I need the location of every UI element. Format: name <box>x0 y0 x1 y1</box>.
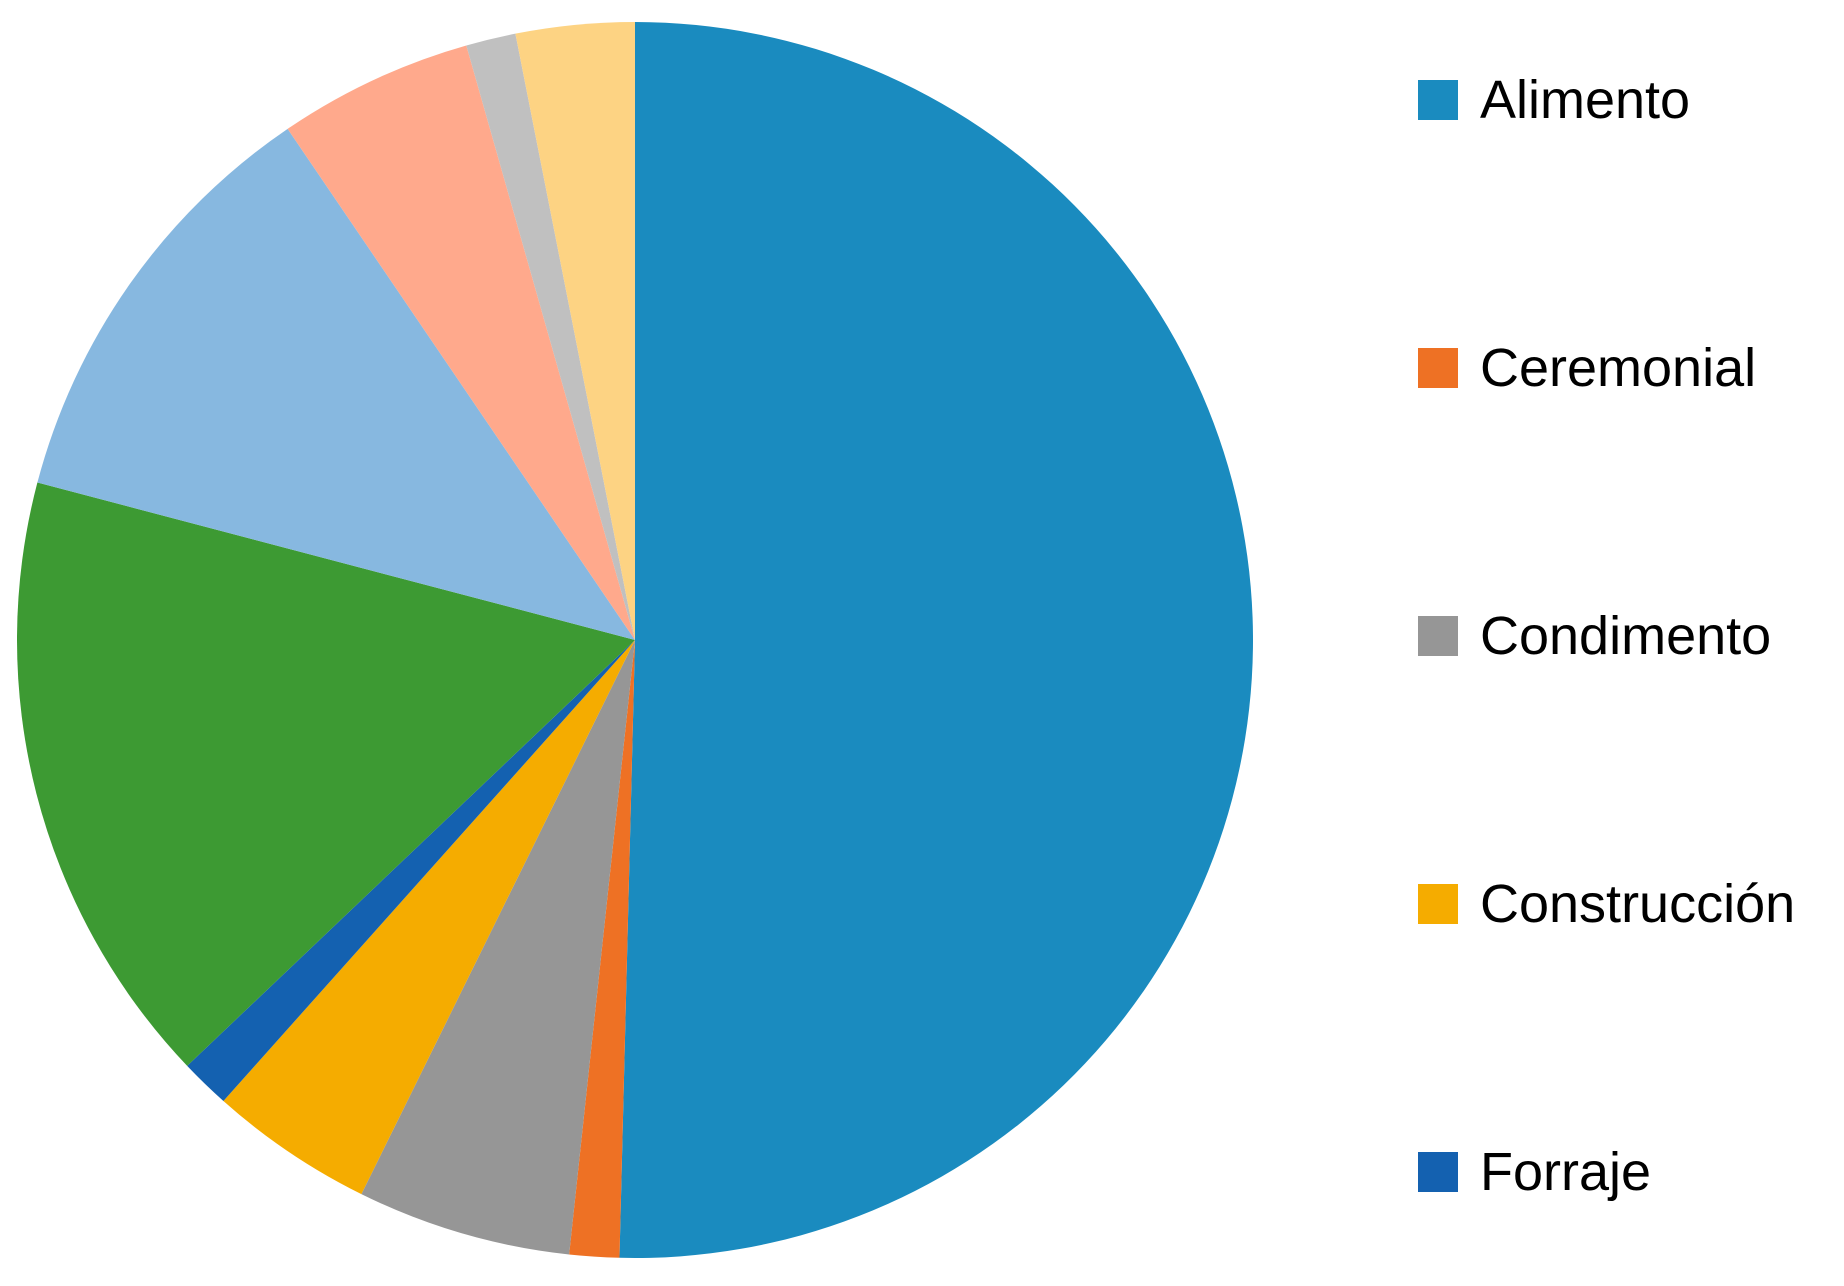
pie-slice-unlabeled-5 <box>16 482 635 1066</box>
legend-item: Forraje <box>1418 1142 1651 1202</box>
legend-item: Alimento <box>1418 70 1690 130</box>
legend-label: Alimento <box>1480 70 1691 130</box>
pie-slice-condimento <box>361 640 635 1255</box>
pie-slices <box>16 22 1254 1259</box>
legend-item: Condimento <box>1418 606 1771 666</box>
pie-slice-unlabeled-6 <box>37 128 636 641</box>
pie-slice-ceremonial <box>569 640 635 1258</box>
legend-label: Construcción <box>1480 874 1796 934</box>
legend-swatch <box>1418 1152 1458 1192</box>
pie-slice-alimento <box>619 22 1254 1259</box>
legend-label: Ceremonial <box>1480 338 1757 398</box>
pie-slice-construccion <box>223 640 635 1195</box>
legend-swatch <box>1418 884 1458 924</box>
legend-item: Construcción <box>1418 874 1795 934</box>
legend-swatch <box>1418 348 1458 388</box>
legend-swatch <box>1418 616 1458 656</box>
legend-label: Forraje <box>1480 1142 1652 1202</box>
pie-slice-unlabeled-9 <box>515 22 635 640</box>
pie-slice-unlabeled-8 <box>466 33 635 641</box>
legend-item: Ceremonial <box>1418 338 1756 398</box>
legend-label: Condimento <box>1480 606 1772 666</box>
pie-slice-unlabeled-7 <box>287 45 635 640</box>
pie-slice-forraje <box>187 640 635 1101</box>
legend-swatch <box>1418 80 1458 120</box>
